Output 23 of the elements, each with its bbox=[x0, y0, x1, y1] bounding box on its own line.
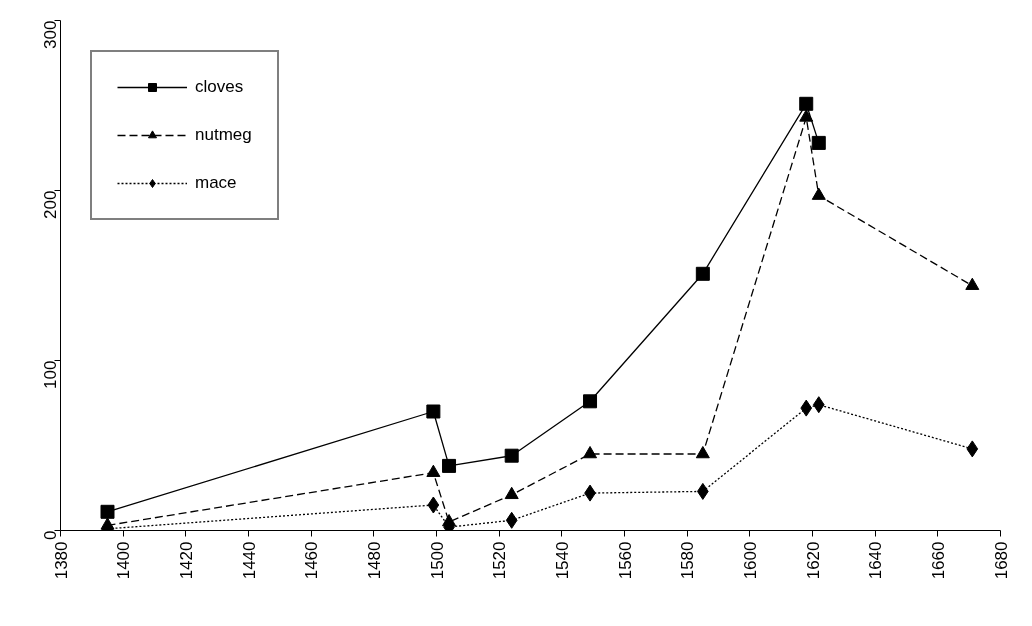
x-tick-label: 1500 bbox=[427, 541, 447, 580]
legend-label: cloves bbox=[195, 77, 244, 97]
legend-label: nutmeg bbox=[195, 125, 252, 145]
x-tick-label: 1660 bbox=[928, 541, 948, 580]
x-tick-label: 1520 bbox=[490, 541, 510, 580]
x-tick-label: 1560 bbox=[615, 541, 635, 580]
x-tick-label: 1480 bbox=[364, 541, 384, 580]
y-tick-label: 100 bbox=[40, 360, 60, 389]
y-tick-label: 200 bbox=[40, 190, 60, 219]
x-tick-label: 1580 bbox=[678, 541, 698, 580]
x-tick-label: 1460 bbox=[302, 541, 322, 580]
y-tick-label: 0 bbox=[40, 530, 60, 540]
x-tick-label: 1540 bbox=[552, 541, 572, 580]
x-tick-label: 1680 bbox=[991, 541, 1011, 580]
y-tick-label: 300 bbox=[40, 20, 60, 49]
legend-label: mace bbox=[195, 173, 237, 193]
x-tick-label: 1640 bbox=[866, 541, 886, 580]
x-tick-label: 1420 bbox=[176, 541, 196, 580]
x-tick-label: 1400 bbox=[114, 541, 134, 580]
x-tick-label: 1600 bbox=[740, 541, 760, 580]
x-tick-label: 1440 bbox=[239, 541, 259, 580]
x-tick-label: 1620 bbox=[803, 541, 823, 580]
x-tick-label: 1380 bbox=[51, 541, 71, 580]
